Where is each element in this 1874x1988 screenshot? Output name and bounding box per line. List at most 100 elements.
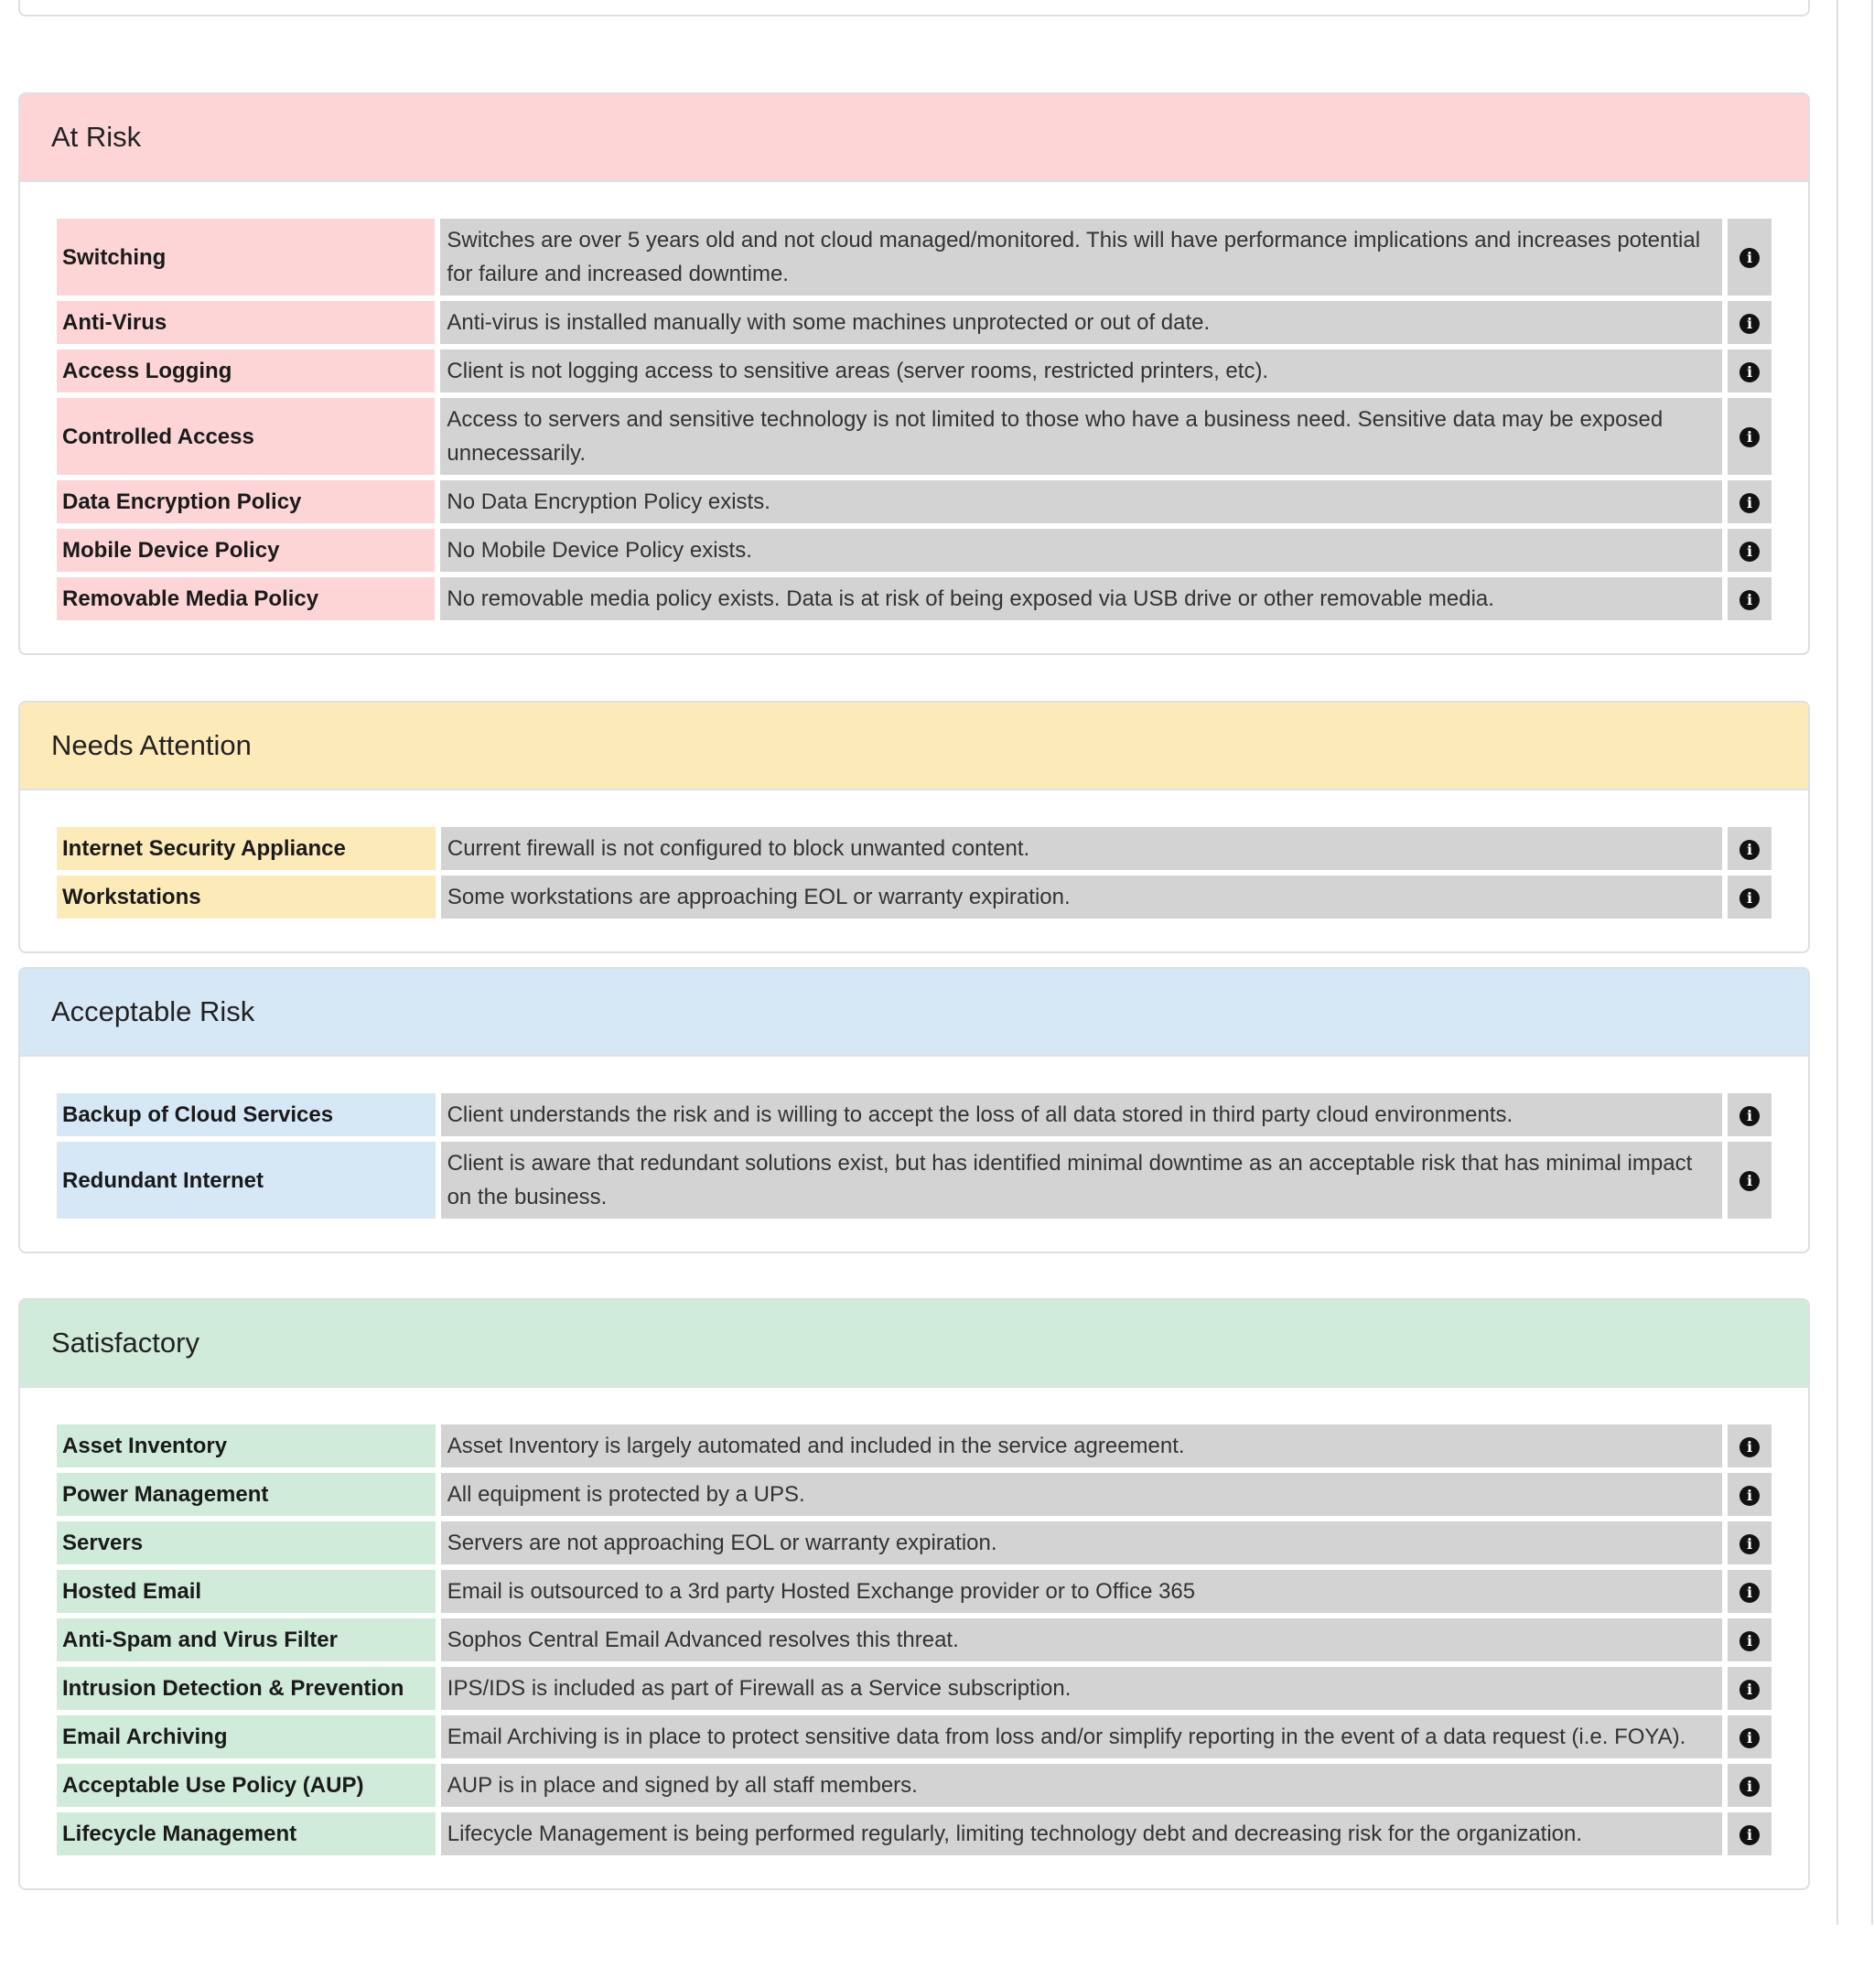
- info-circle-icon[interactable]: i: [1739, 248, 1761, 269]
- item-label: Internet Security Appliance: [57, 827, 436, 870]
- assessment-table: Internet Security Appliance Current firew…: [51, 822, 1777, 924]
- section-body: Internet Security Appliance Current firew…: [20, 790, 1808, 951]
- info-circle-icon[interactable]: i: [1739, 541, 1761, 562]
- info-cell[interactable]: i: [1728, 1618, 1772, 1661]
- item-description: Client is not logging access to sensitiv…: [440, 349, 1723, 392]
- section-header: Needs Attention: [20, 703, 1808, 790]
- assessment-table: Asset Inventory Asset Inventory is largel…: [51, 1419, 1777, 1861]
- table-row: Intrusion Detection & Prevention IPS/IDS …: [57, 1667, 1772, 1710]
- item-description: Switches are over 5 years old and not cl…: [440, 219, 1723, 296]
- table-row: Anti-Virus Anti-virus is installed manual…: [57, 301, 1772, 344]
- info-circle-icon[interactable]: i: [1739, 492, 1761, 513]
- info-circle-icon[interactable]: i: [1739, 1824, 1761, 1845]
- section-title: At Risk: [51, 121, 142, 153]
- item-label: Redundant Internet: [57, 1142, 436, 1219]
- item-label: Mobile Device Policy: [57, 529, 436, 572]
- item-description: No Data Encryption Policy exists.: [440, 480, 1723, 523]
- section-body: Switching Switches are over 5 years old a…: [20, 182, 1808, 653]
- info-circle-icon[interactable]: i: [1739, 887, 1761, 908]
- section-title: Needs Attention: [51, 729, 252, 761]
- section-header: Satisfactory: [20, 1300, 1808, 1388]
- table-row: Acceptable Use Policy (AUP) AUP is in pla…: [57, 1764, 1772, 1807]
- info-circle-icon[interactable]: i: [1739, 1105, 1761, 1126]
- info-circle-icon[interactable]: i: [1739, 427, 1761, 448]
- item-label: Access Logging: [57, 349, 436, 392]
- info-cell[interactable]: i: [1728, 1667, 1772, 1710]
- item-label: Switching: [57, 219, 436, 296]
- info-circle-icon[interactable]: i: [1739, 313, 1761, 334]
- section-satisfactory: Satisfactory Asset Inventory Asset Invento…: [18, 1298, 1810, 1890]
- table-row: Access Logging Client is not logging acce…: [57, 349, 1772, 392]
- item-description: Anti-virus is installed manually with so…: [440, 301, 1723, 344]
- scrollbar-track[interactable]: [1836, 0, 1838, 1925]
- section-at-risk: At Risk Switching Switches are over 5 year…: [18, 92, 1810, 655]
- item-description: AUP is in place and signed by all staff …: [440, 1764, 1723, 1807]
- info-cell[interactable]: i: [1728, 1473, 1772, 1516]
- section-title: Acceptable Risk: [51, 995, 255, 1027]
- item-label: Asset Inventory: [57, 1424, 436, 1467]
- table-row: Anti-Spam and Virus Filter Sophos Central…: [57, 1618, 1772, 1661]
- info-cell[interactable]: i: [1728, 529, 1772, 572]
- info-circle-icon[interactable]: i: [1739, 589, 1761, 610]
- info-cell[interactable]: i: [1728, 301, 1772, 344]
- item-label: Servers: [57, 1521, 436, 1564]
- info-circle-icon[interactable]: i: [1739, 1679, 1761, 1700]
- item-description: Servers are not approaching EOL or warra…: [440, 1521, 1723, 1564]
- info-cell[interactable]: i: [1728, 349, 1772, 392]
- info-cell[interactable]: i: [1728, 1521, 1772, 1564]
- info-cell[interactable]: i: [1728, 219, 1772, 296]
- item-description: No removable media policy exists. Data i…: [440, 577, 1723, 620]
- section-body: Asset Inventory Asset Inventory is largel…: [20, 1388, 1808, 1888]
- info-circle-icon[interactable]: i: [1739, 1485, 1761, 1506]
- info-cell[interactable]: i: [1728, 1093, 1772, 1136]
- section-needs-attention: Needs Attention Internet Security Applian…: [18, 701, 1810, 953]
- info-cell[interactable]: i: [1728, 1764, 1772, 1807]
- item-label: Removable Media Policy: [57, 577, 436, 620]
- info-cell[interactable]: i: [1728, 480, 1772, 523]
- info-circle-icon[interactable]: i: [1739, 1776, 1761, 1797]
- info-cell[interactable]: i: [1728, 1715, 1772, 1758]
- info-cell[interactable]: i: [1728, 876, 1772, 919]
- table-row: Email Archiving Email Archiving is in pla…: [57, 1715, 1772, 1758]
- info-cell[interactable]: i: [1728, 1142, 1772, 1219]
- info-circle-icon[interactable]: i: [1739, 1171, 1761, 1192]
- section-title: Satisfactory: [51, 1327, 199, 1359]
- table-row: Switching Switches are over 5 years old a…: [57, 219, 1772, 296]
- item-label: Anti-Spam and Virus Filter: [57, 1618, 436, 1661]
- page-edge: [1871, 0, 1873, 1925]
- info-circle-icon[interactable]: i: [1739, 1582, 1761, 1603]
- item-description: All equipment is protected by a UPS.: [440, 1473, 1723, 1516]
- info-cell[interactable]: i: [1728, 398, 1772, 475]
- info-circle-icon[interactable]: i: [1739, 1533, 1761, 1554]
- info-cell[interactable]: i: [1728, 1812, 1772, 1855]
- table-row: Redundant Internet Client is aware that r…: [57, 1142, 1772, 1219]
- item-description: Lifecycle Management is being performed …: [440, 1812, 1723, 1855]
- info-circle-icon[interactable]: i: [1739, 1727, 1761, 1748]
- item-description: Access to servers and sensitive technolo…: [440, 398, 1723, 475]
- info-cell[interactable]: i: [1728, 1570, 1772, 1613]
- item-description: Email Archiving is in place to protect s…: [440, 1715, 1723, 1758]
- item-label: Backup of Cloud Services: [57, 1093, 436, 1136]
- info-circle-icon[interactable]: i: [1739, 361, 1761, 382]
- assessment-table: Backup of Cloud Services Client understan…: [51, 1088, 1777, 1224]
- info-cell[interactable]: i: [1728, 1424, 1772, 1467]
- item-label: Hosted Email: [57, 1570, 436, 1613]
- item-label: Data Encryption Policy: [57, 480, 436, 523]
- info-cell[interactable]: i: [1728, 577, 1772, 620]
- item-description: Sophos Central Email Advanced resolves t…: [440, 1618, 1723, 1661]
- section-header: Acceptable Risk: [20, 969, 1808, 1057]
- info-circle-icon[interactable]: i: [1739, 1630, 1761, 1651]
- info-circle-icon[interactable]: i: [1739, 1436, 1761, 1457]
- info-cell[interactable]: i: [1728, 827, 1772, 870]
- item-label: Workstations: [57, 876, 436, 919]
- item-description: Some workstations are approaching EOL or…: [440, 876, 1723, 919]
- table-row: Data Encryption Policy No Data Encryption…: [57, 480, 1772, 523]
- info-circle-icon[interactable]: i: [1739, 839, 1761, 860]
- item-description: IPS/IDS is included as part of Firewall …: [440, 1667, 1723, 1710]
- table-row: Controlled Access Access to servers and s…: [57, 398, 1772, 475]
- item-description: Email is outsourced to a 3rd party Hoste…: [440, 1570, 1723, 1613]
- section-body: Backup of Cloud Services Client understan…: [20, 1057, 1808, 1252]
- item-label: Lifecycle Management: [57, 1812, 436, 1855]
- table-row: Servers Servers are not approaching EOL o…: [57, 1521, 1772, 1564]
- table-row: Backup of Cloud Services Client understan…: [57, 1093, 1772, 1136]
